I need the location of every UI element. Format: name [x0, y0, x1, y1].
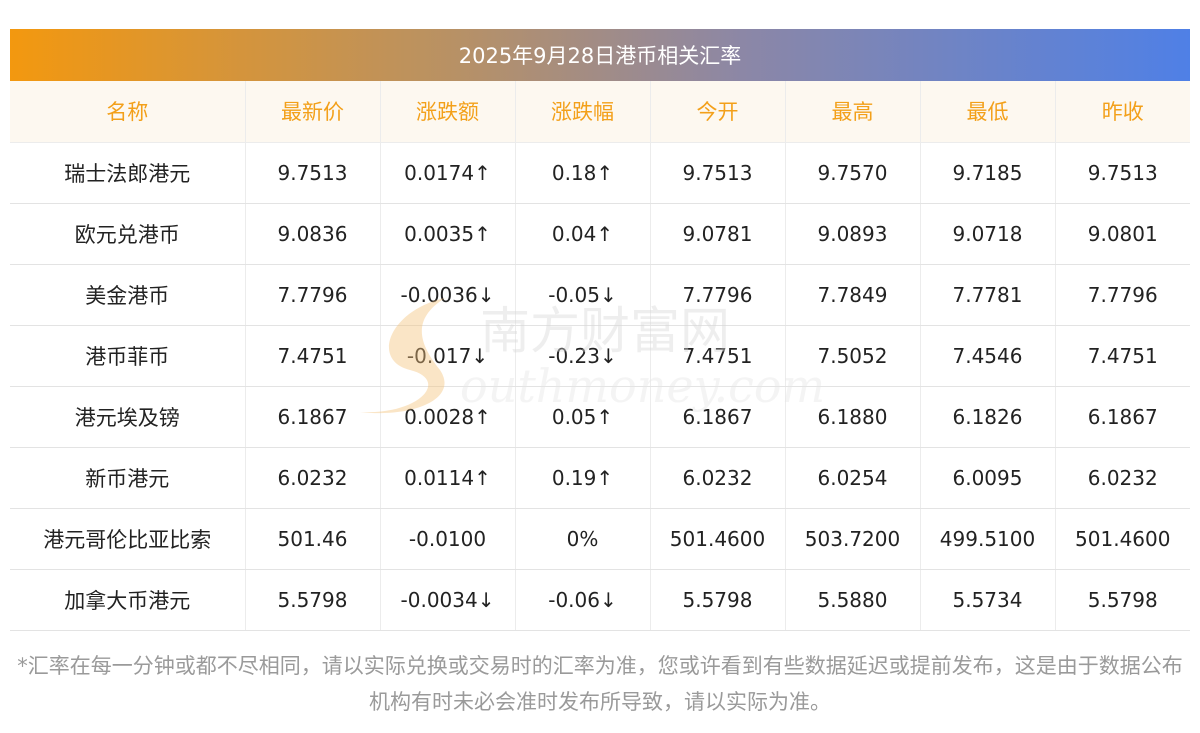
prev-close-cell: 7.4751 — [1055, 325, 1190, 386]
prev-close-cell: 5.5798 — [1055, 569, 1190, 630]
table-row: 港币菲币7.4751-0.017↓-0.23↓7.47517.50527.454… — [10, 325, 1190, 386]
prev-close-cell: 6.0232 — [1055, 447, 1190, 508]
open-cell: 501.4600 — [650, 508, 785, 569]
open-cell: 5.5798 — [650, 569, 785, 630]
table-header-row: 名称 最新价 涨跌额 涨跌幅 今开 最高 最低 昨收 — [10, 81, 1190, 142]
change-cell: 0.0028↑ — [380, 386, 515, 447]
table-body: 瑞士法郎港元9.75130.0174↑0.18↑9.75139.75709.71… — [10, 142, 1190, 630]
high-cell: 7.7849 — [785, 264, 920, 325]
latest-cell: 6.0232 — [245, 447, 380, 508]
currency-pair-name: 新币港元 — [10, 447, 245, 508]
header-name: 名称 — [10, 81, 245, 142]
low-cell: 6.1826 — [920, 386, 1055, 447]
header-change: 涨跌额 — [380, 81, 515, 142]
latest-cell: 5.5798 — [245, 569, 380, 630]
header-high: 最高 — [785, 81, 920, 142]
low-cell: 6.0095 — [920, 447, 1055, 508]
table-row: 美金港币7.7796-0.0036↓-0.05↓7.77967.78497.77… — [10, 264, 1190, 325]
table-row: 欧元兑港币9.08360.0035↑0.04↑9.07819.08939.071… — [10, 203, 1190, 264]
change-pct-cell: -0.23↓ — [515, 325, 650, 386]
high-cell: 9.7570 — [785, 142, 920, 203]
low-cell: 7.7781 — [920, 264, 1055, 325]
header-open: 今开 — [650, 81, 785, 142]
latest-cell: 7.7796 — [245, 264, 380, 325]
table-row: 新币港元6.02320.0114↑0.19↑6.02326.02546.0095… — [10, 447, 1190, 508]
currency-pair-name: 美金港币 — [10, 264, 245, 325]
change-cell: -0.017↓ — [380, 325, 515, 386]
change-pct-cell: 0.04↑ — [515, 203, 650, 264]
prev-close-cell: 501.4600 — [1055, 508, 1190, 569]
low-cell: 9.7185 — [920, 142, 1055, 203]
high-cell: 6.0254 — [785, 447, 920, 508]
currency-pair-name: 港元哥伦比亚比索 — [10, 508, 245, 569]
currency-pair-name: 瑞士法郎港元 — [10, 142, 245, 203]
header-change-pct: 涨跌幅 — [515, 81, 650, 142]
change-cell: 0.0114↑ — [380, 447, 515, 508]
table-row: 加拿大币港元5.5798-0.0034↓-0.06↓5.57985.58805.… — [10, 569, 1190, 630]
prev-close-cell: 9.0801 — [1055, 203, 1190, 264]
high-cell: 503.7200 — [785, 508, 920, 569]
low-cell: 5.5734 — [920, 569, 1055, 630]
table-row: 港元埃及镑6.18670.0028↑0.05↑6.18676.18806.182… — [10, 386, 1190, 447]
change-pct-cell: 0% — [515, 508, 650, 569]
prev-close-cell: 6.1867 — [1055, 386, 1190, 447]
open-cell: 7.7796 — [650, 264, 785, 325]
change-pct-cell: -0.05↓ — [515, 264, 650, 325]
exchange-rate-table: 名称 最新价 涨跌额 涨跌幅 今开 最高 最低 昨收 瑞士法郎港元9.75130… — [10, 81, 1190, 631]
latest-cell: 6.1867 — [245, 386, 380, 447]
table-row: 瑞士法郎港元9.75130.0174↑0.18↑9.75139.75709.71… — [10, 142, 1190, 203]
high-cell: 6.1880 — [785, 386, 920, 447]
change-cell: -0.0100 — [380, 508, 515, 569]
change-pct-cell: 0.18↑ — [515, 142, 650, 203]
prev-close-cell: 7.7796 — [1055, 264, 1190, 325]
high-cell: 9.0893 — [785, 203, 920, 264]
latest-cell: 7.4751 — [245, 325, 380, 386]
currency-pair-name: 加拿大币港元 — [10, 569, 245, 630]
table-title-bar: 2025年9月28日港币相关汇率 — [10, 29, 1190, 81]
change-cell: 0.0174↑ — [380, 142, 515, 203]
latest-cell: 501.46 — [245, 508, 380, 569]
currency-pair-name: 港元埃及镑 — [10, 386, 245, 447]
header-prev-close: 昨收 — [1055, 81, 1190, 142]
latest-cell: 9.0836 — [245, 203, 380, 264]
low-cell: 9.0718 — [920, 203, 1055, 264]
change-pct-cell: -0.06↓ — [515, 569, 650, 630]
disclaimer-note: *汇率在每一分钟或都不尽相同，请以实际兑换或交易时的汇率为准，您或许看到有些数据… — [14, 648, 1186, 720]
prev-close-cell: 9.7513 — [1055, 142, 1190, 203]
currency-pair-name: 欧元兑港币 — [10, 203, 245, 264]
open-cell: 9.7513 — [650, 142, 785, 203]
open-cell: 6.1867 — [650, 386, 785, 447]
change-pct-cell: 0.05↑ — [515, 386, 650, 447]
change-cell: 0.0035↑ — [380, 203, 515, 264]
header-latest: 最新价 — [245, 81, 380, 142]
currency-pair-name: 港币菲币 — [10, 325, 245, 386]
high-cell: 5.5880 — [785, 569, 920, 630]
change-cell: -0.0036↓ — [380, 264, 515, 325]
open-cell: 7.4751 — [650, 325, 785, 386]
table-title: 2025年9月28日港币相关汇率 — [459, 40, 742, 70]
low-cell: 499.5100 — [920, 508, 1055, 569]
change-cell: -0.0034↓ — [380, 569, 515, 630]
latest-cell: 9.7513 — [245, 142, 380, 203]
open-cell: 9.0781 — [650, 203, 785, 264]
open-cell: 6.0232 — [650, 447, 785, 508]
table-row: 港元哥伦比亚比索501.46-0.01000%501.4600503.72004… — [10, 508, 1190, 569]
high-cell: 7.5052 — [785, 325, 920, 386]
header-low: 最低 — [920, 81, 1055, 142]
low-cell: 7.4546 — [920, 325, 1055, 386]
change-pct-cell: 0.19↑ — [515, 447, 650, 508]
